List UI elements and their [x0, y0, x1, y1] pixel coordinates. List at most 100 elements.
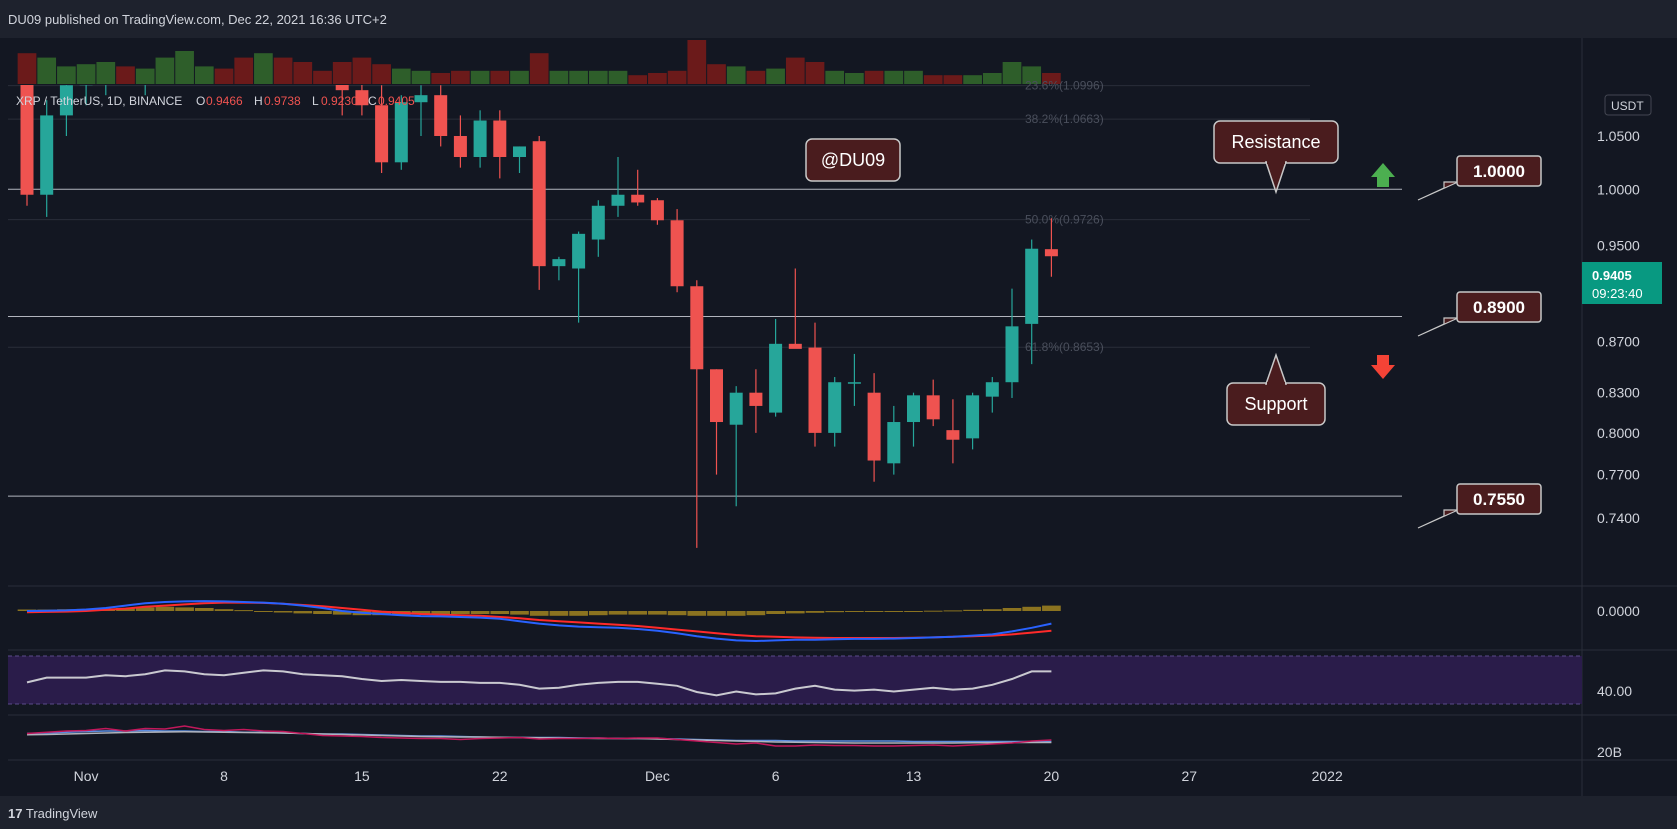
high-label: H	[254, 94, 263, 108]
level-callout-1-0000-text: 1.0000	[1473, 162, 1525, 181]
macd-histogram-bar	[982, 609, 1002, 611]
candle-body	[769, 343, 783, 413]
volume-bar	[470, 70, 490, 84]
level-callout-0-7550-box	[1456, 483, 1542, 515]
candle-body	[966, 395, 980, 439]
volume-bar	[155, 57, 175, 84]
open-value: 0.9466	[206, 94, 243, 108]
fib-label: 61.8%(0.8653)	[1025, 340, 1104, 354]
volume-bar	[648, 73, 667, 84]
price-chart[interactable]: 23.6%(1.0996) 38.2%(1.0663) 50.0%(0.9726) 6…	[0, 38, 1677, 796]
macd-histogram-bar	[707, 611, 726, 616]
level-callout-0-8900-box	[1456, 291, 1542, 323]
candle-body	[729, 392, 743, 425]
third-tick-label: 20B	[1597, 744, 1622, 760]
tradingview-footer: 17 TradingView	[0, 796, 1677, 829]
macd-histogram-bar	[943, 610, 963, 612]
candle-body	[473, 120, 487, 157]
volume-bar	[135, 68, 155, 84]
macd-tick-label: 0.0000	[1597, 603, 1640, 619]
symbol-legend: XRP / TetherUS, 1D, BINANCE O 0.9466 H 0…	[16, 94, 415, 108]
volume-bar	[667, 70, 687, 84]
level-callout-1-0000-tail	[1417, 181, 1459, 201]
macd-histogram-bar	[1002, 608, 1022, 611]
level-callout-1-0000-box	[1456, 155, 1542, 187]
arrow-down-icon	[1371, 355, 1395, 379]
volume-bar	[805, 62, 825, 84]
volume-bar	[76, 64, 96, 84]
candlesticks	[20, 85, 1058, 548]
high-value: 0.9738	[264, 94, 301, 108]
macd-histogram-bar	[726, 611, 746, 616]
arrow-up-icon	[1371, 163, 1395, 187]
macd-histogram-bar	[470, 611, 490, 614]
watermark-label-box	[805, 138, 901, 182]
volume-bar	[293, 62, 313, 84]
macd-histogram-bar	[313, 611, 332, 614]
level-callout-0-7550-text: 0.7550	[1473, 490, 1525, 509]
publisher-bar: DU09 published on TradingView.com, Dec 2…	[0, 0, 1677, 38]
current-price-badge: 0.9405 09:23:40	[1582, 262, 1662, 304]
candle-body	[887, 422, 901, 464]
time-tick-label: 13	[906, 768, 922, 784]
price-axis: 1.05001.00000.95000.91000.87000.83000.80…	[1597, 128, 1640, 760]
close-value: 0.9405	[378, 94, 415, 108]
candle-body	[552, 259, 566, 267]
volume-bar	[96, 62, 116, 84]
macd-histogram-bar	[293, 611, 313, 614]
low-label: L	[312, 94, 319, 108]
currency-label: USDT	[1611, 99, 1644, 113]
level-callout-0-8900-tail	[1417, 317, 1459, 337]
candle-body	[985, 382, 999, 397]
volume-bar	[766, 68, 785, 84]
volume-bar	[214, 68, 234, 84]
volume-bar	[254, 53, 273, 84]
candle-body	[434, 95, 448, 136]
volume-bar	[923, 75, 943, 84]
volume-bar	[57, 66, 76, 84]
currency-badge[interactable]: USDT	[1604, 94, 1652, 116]
rsi-tick-label: 40.00	[1597, 683, 1632, 699]
publisher-text: DU09 published on TradingView.com, Dec 2…	[8, 12, 387, 27]
volume-bar	[726, 66, 746, 84]
macd-histogram-bar	[785, 611, 805, 614]
candle-body	[453, 136, 467, 157]
volume-bar	[431, 73, 451, 84]
horizontal-levels	[8, 188, 1402, 497]
time-tick-label: Nov	[74, 768, 99, 784]
volume-bar	[588, 70, 608, 84]
support-callout-text: Support	[1244, 394, 1307, 414]
candle-body	[749, 392, 763, 406]
price-tick-label: 0.8000	[1597, 425, 1640, 441]
macd-histogram-bar	[963, 609, 982, 611]
macd-histogram-bar	[431, 611, 451, 614]
time-tick-label: Dec	[645, 768, 670, 784]
macd-histogram-bar	[845, 611, 864, 612]
volume-bar	[490, 70, 510, 84]
candle-body	[40, 115, 54, 195]
macd-histogram-bar	[273, 611, 293, 613]
candle-body	[59, 85, 73, 116]
macd-histogram-bar	[411, 611, 431, 615]
candle-body	[20, 85, 34, 195]
volume-bar	[943, 75, 963, 84]
current-price-bg	[1582, 262, 1662, 304]
resistance-callout-text: Resistance	[1231, 132, 1320, 152]
macd-histogram-bar	[214, 609, 234, 611]
fib-label: 23.6%(1.0996)	[1025, 79, 1104, 93]
macd-histogram-bar	[135, 607, 155, 611]
close-label: C	[368, 94, 377, 108]
current-price-value: 0.9405	[1592, 268, 1632, 283]
candle-body	[828, 382, 842, 433]
volume-bar	[963, 75, 982, 84]
price-tick-label: 0.7400	[1597, 510, 1640, 526]
macd-histogram-bar	[490, 611, 510, 614]
candle-body	[414, 95, 428, 103]
volume-bar	[1022, 66, 1042, 84]
tradingview-logo: 17 TradingView	[8, 806, 97, 821]
price-tick-label: 0.7700	[1597, 467, 1640, 483]
volume-bar	[628, 75, 648, 84]
level-callout-1-0000: 1.0000	[1417, 155, 1542, 201]
macd-histogram-bar	[628, 611, 648, 615]
macd-histogram-bar	[805, 611, 825, 613]
